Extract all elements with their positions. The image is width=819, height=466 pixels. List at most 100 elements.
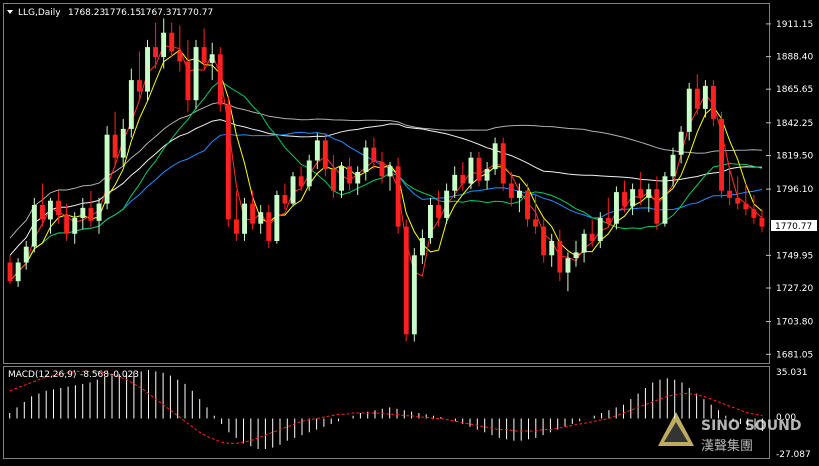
header-info: LLG,Daily 1768.23 1776.15 1767.37 1770.7…: [7, 8, 213, 18]
candle-body: [40, 205, 45, 220]
macd-tick: -27.087: [776, 450, 811, 460]
candle-body: [217, 54, 223, 105]
candle-body: [444, 190, 450, 218]
price-tick: 1911.15: [776, 20, 813, 30]
candle-body: [306, 160, 312, 187]
candle-body: [282, 195, 288, 204]
candle-body: [630, 189, 636, 207]
price-tick: 1865.65: [776, 85, 813, 95]
price-tick: 1749.95: [776, 251, 813, 261]
candle-body: [56, 200, 61, 216]
candle-body: [201, 47, 207, 63]
candle-body: [290, 176, 296, 204]
watermark-latin: SINO SOUND: [701, 418, 801, 434]
candle-body: [161, 32, 167, 58]
current-price-marker: 1770.77: [771, 220, 817, 232]
candle-body: [411, 255, 417, 335]
candle-body: [80, 207, 86, 218]
candle-body: [420, 238, 425, 256]
candle-body: [565, 258, 571, 273]
candle-body: [137, 80, 142, 92]
candle-body: [735, 197, 741, 204]
macd-tick: 0.00: [776, 413, 796, 423]
candle-body: [573, 252, 579, 259]
candle-body: [128, 80, 134, 129]
macd-pane-border: [3, 366, 770, 459]
candle-body: [500, 143, 506, 184]
candle-body: [31, 205, 37, 247]
candle-body: [193, 47, 199, 101]
candle-body: [533, 219, 538, 227]
candle-body: [517, 190, 522, 198]
candle-body: [322, 140, 328, 170]
candle-body: [395, 166, 401, 227]
candle-body: [379, 162, 385, 177]
candle-body: [751, 209, 757, 218]
candle-body: [153, 47, 158, 58]
ma-line-yellow: [9, 49, 763, 282]
candle-body: [662, 176, 668, 224]
candle-body: [242, 203, 247, 234]
candle-body: [298, 176, 304, 187]
macd-header: MACD(12,26,9) -8.568 -0.023: [8, 370, 139, 380]
candle-body: [678, 131, 684, 155]
candle-body: [711, 85, 716, 119]
candle-body: [112, 134, 118, 158]
price-tick: 1819.50: [776, 152, 813, 162]
candle-body: [355, 172, 361, 184]
candle-body: [88, 207, 94, 221]
candle-body: [743, 203, 749, 210]
watermark-cjk: 漢聲集團: [701, 438, 753, 454]
ma-line-green: [9, 80, 763, 282]
candle-body: [460, 174, 466, 184]
candle-body: [15, 262, 21, 282]
candle-body: [686, 88, 692, 132]
candle-body: [371, 147, 377, 162]
candle-body: [258, 212, 264, 224]
candle-body: [7, 262, 13, 282]
candle-body: [234, 219, 239, 234]
ohlc-open: 1768.23: [68, 8, 105, 18]
candle-body: [120, 128, 126, 158]
candle-body: [581, 233, 587, 253]
dropdown-triangle-icon[interactable]: [7, 10, 13, 14]
candle-body: [209, 54, 215, 63]
candle-body: [508, 183, 514, 198]
candle-body: [549, 240, 555, 256]
candle-body: [331, 169, 336, 191]
macd-tick: 35.031: [776, 368, 808, 378]
macd-signal-value: -0.023: [110, 370, 139, 380]
price-pane-border: [3, 3, 770, 364]
candle-body: [654, 189, 660, 224]
candle-body: [339, 166, 344, 191]
candle-body: [104, 134, 110, 204]
watermark-logo: SINO SOUND 漢聲集團: [658, 412, 801, 454]
ohlc-high: 1776.15: [104, 8, 141, 18]
candle-body: [694, 88, 700, 109]
candle-body: [266, 212, 272, 241]
candle-body: [169, 32, 175, 52]
macd-main-value: -8.568: [80, 370, 109, 380]
candle-body: [250, 203, 256, 224]
candle-body: [476, 157, 482, 181]
price-tick: 1681.05: [776, 350, 813, 360]
price-tick: 1842.25: [776, 119, 813, 129]
candle-body: [468, 157, 474, 184]
candle-body: [622, 192, 627, 207]
macd-axis: 35.031 0.00 -27.087: [776, 368, 811, 460]
symbol-label: LLG,Daily: [18, 8, 61, 18]
price-tick: 1888.40: [776, 53, 813, 63]
price-tick: 1727.20: [776, 284, 813, 294]
candle-body: [403, 226, 409, 335]
candle-body: [638, 189, 644, 198]
candle-body: [428, 205, 433, 238]
macd-signal-line: [9, 370, 763, 444]
candle-body: [177, 51, 183, 62]
candle-body: [525, 190, 530, 220]
ma-line-gray: [9, 101, 763, 239]
candle-body: [145, 47, 150, 92]
candle-body: [185, 61, 191, 101]
candle-body: [484, 169, 490, 181]
